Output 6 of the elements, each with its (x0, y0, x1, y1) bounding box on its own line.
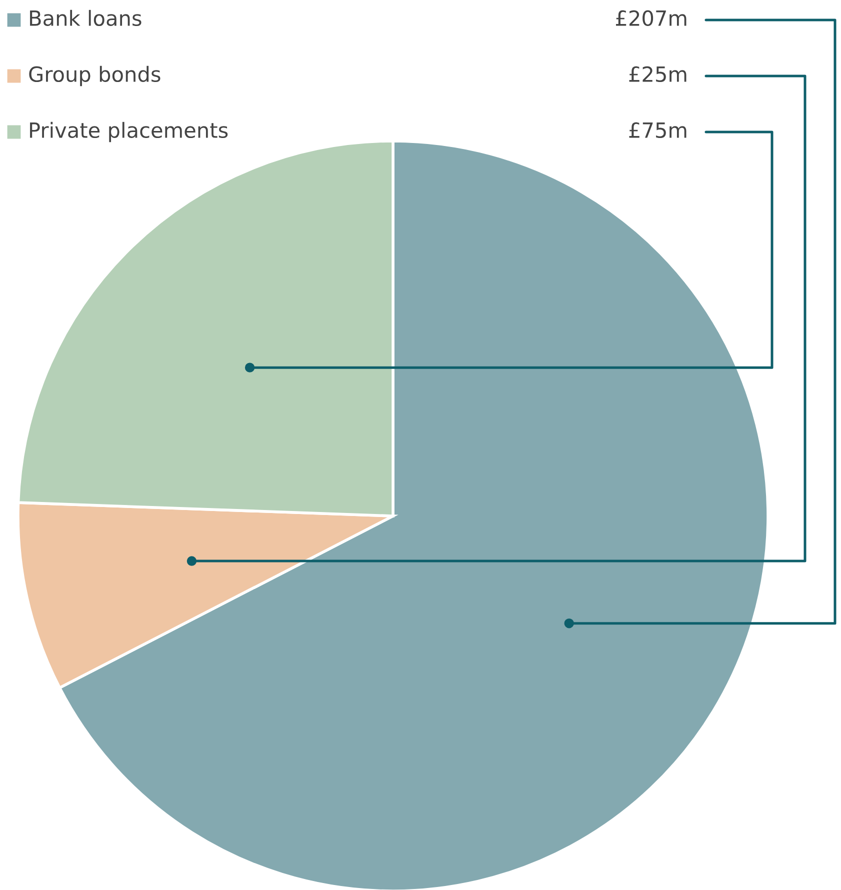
data-label: £25m (629, 66, 686, 82)
data-label: £207m (616, 10, 686, 26)
legend-label: Group bonds (29, 66, 160, 86)
legend-label: Bank loans (30, 10, 142, 26)
legend-label: Private placements (30, 122, 228, 142)
data-label: £75m (629, 122, 686, 138)
